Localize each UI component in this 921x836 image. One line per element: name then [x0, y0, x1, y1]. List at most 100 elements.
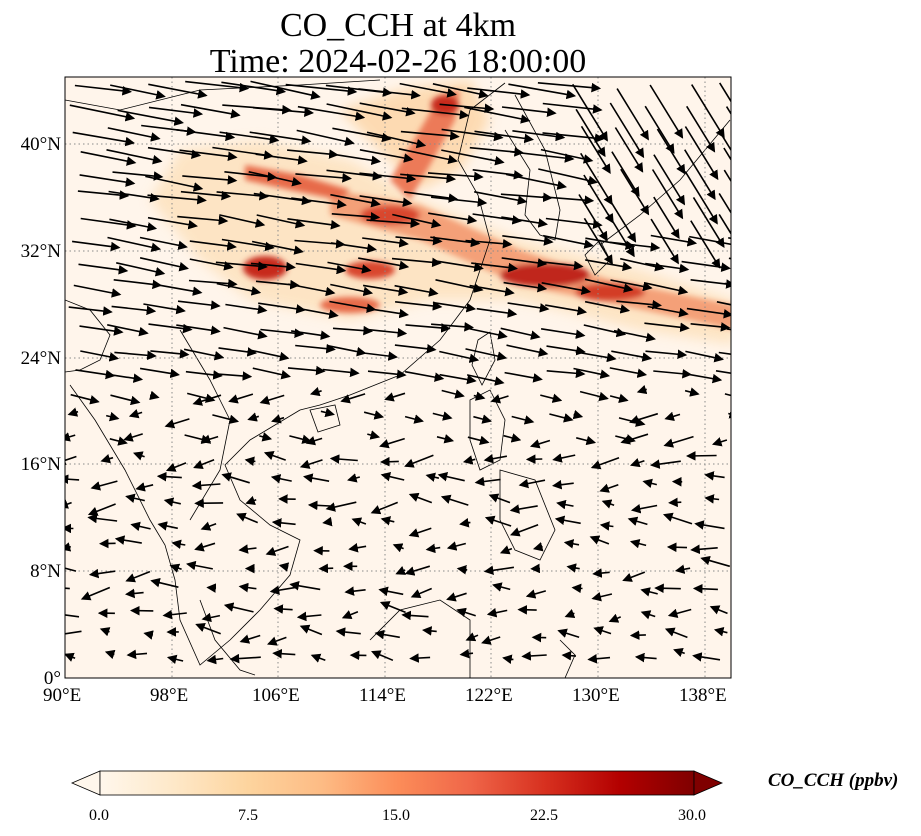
coast-sulawesi	[559, 639, 576, 678]
wind-arrow	[488, 493, 511, 504]
wind-arrow	[65, 455, 77, 465]
colorbar-extend-max	[693, 770, 724, 796]
wind-arrow	[371, 650, 394, 662]
wind-arrow	[432, 411, 453, 421]
wind-arrow	[563, 539, 580, 549]
wind-arrow	[291, 197, 347, 209]
wind-arrow	[644, 322, 690, 333]
wind-arrow	[552, 453, 576, 463]
wind-arrow	[690, 220, 721, 269]
wind-arrow	[229, 653, 261, 664]
wind-arrow	[540, 393, 563, 403]
wind-arrow	[123, 432, 143, 442]
co-core-c	[500, 263, 590, 287]
wind-arrow	[501, 257, 548, 268]
wind-arrow	[307, 500, 331, 511]
wind-arrow	[716, 301, 731, 306]
wind-arrow	[566, 563, 580, 573]
wind-arrow	[216, 190, 269, 201]
wind-arrow	[68, 306, 113, 316]
wind-arrow	[400, 130, 460, 141]
wind-arrow	[335, 627, 361, 637]
wind-arrow	[326, 103, 393, 121]
wind-arrow	[473, 414, 492, 424]
wind-arrow	[296, 129, 355, 147]
wind-arrow	[145, 175, 204, 192]
wind-arrow	[297, 307, 339, 319]
wind-arrow	[667, 608, 692, 619]
wind-arrow	[607, 196, 637, 243]
wind-arrow	[723, 169, 731, 183]
wind-arrow	[614, 127, 644, 173]
wind-arrow	[189, 240, 237, 251]
wind-arrow	[405, 323, 451, 333]
wind-arrow	[542, 234, 594, 249]
wind-arrow	[171, 539, 186, 549]
wind-arrow	[328, 345, 367, 357]
wind-arrow	[554, 515, 581, 526]
wind-arrow	[130, 521, 151, 532]
wind-arrow	[327, 261, 372, 274]
wind-arrow	[428, 212, 478, 225]
wind-arrow	[116, 262, 166, 277]
wind-arrow	[296, 611, 322, 622]
wind-arrow	[689, 235, 731, 246]
wind-arrow	[392, 543, 404, 553]
wind-arrow	[541, 282, 592, 295]
wind-arrow	[525, 589, 547, 599]
wind-arrow	[212, 414, 240, 424]
wind-arrow	[537, 82, 602, 93]
wind-arrow	[728, 257, 731, 260]
wind-arrow	[374, 629, 400, 640]
wind-arrow	[609, 241, 661, 252]
wind-arrow	[147, 216, 198, 230]
wind-arrow	[684, 170, 718, 225]
wind-arrow	[583, 324, 627, 338]
wind-arrow	[432, 301, 477, 313]
wind-arrow	[725, 106, 731, 116]
wind-arrow	[183, 348, 225, 361]
wind-arrow	[446, 541, 467, 551]
wind-arrow	[504, 371, 543, 383]
wind-arrow	[201, 612, 221, 623]
wind-arrow	[318, 563, 334, 574]
wind-arrow	[510, 150, 575, 163]
wind-arrow	[221, 81, 287, 96]
wind-arrow	[505, 173, 567, 190]
wind-arrow	[238, 544, 257, 554]
wind-arrow	[608, 613, 622, 623]
wind-arrow	[718, 192, 731, 215]
wind-arrow	[503, 433, 522, 443]
wind-arrow	[593, 626, 612, 636]
wind-arrow	[512, 130, 566, 142]
lon-tick-label: 90°E	[43, 685, 82, 706]
wind-arrow	[684, 126, 719, 181]
wind-arrow	[620, 168, 650, 216]
wind-arrow	[351, 517, 367, 527]
wind-arrow	[723, 147, 731, 162]
wind-arrow	[552, 479, 574, 490]
wind-arrow	[649, 84, 684, 139]
wind-arrow	[664, 411, 681, 421]
wind-arrow	[148, 106, 204, 118]
wind-arrow	[685, 350, 724, 363]
wind-arrow	[476, 307, 518, 318]
wind-arrow	[270, 474, 292, 484]
wind-arrow	[259, 432, 273, 442]
wind-arrow	[132, 451, 145, 461]
wind-arrow	[611, 350, 652, 362]
wind-arrow	[585, 259, 633, 272]
wind-arrow	[189, 258, 234, 271]
wind-arrow	[295, 262, 347, 275]
wind-arrow	[287, 149, 339, 159]
wind-arrow	[330, 193, 381, 208]
wind-arrow	[668, 497, 682, 508]
wind-arrow	[295, 343, 336, 354]
wind-arrow	[80, 586, 111, 601]
wind-arrow	[288, 283, 336, 297]
wind-arrow	[394, 344, 437, 354]
wind-arrow	[686, 105, 716, 153]
wind-arrow	[692, 583, 718, 594]
wind-arrow	[71, 240, 121, 252]
wind-arrow	[690, 322, 731, 332]
